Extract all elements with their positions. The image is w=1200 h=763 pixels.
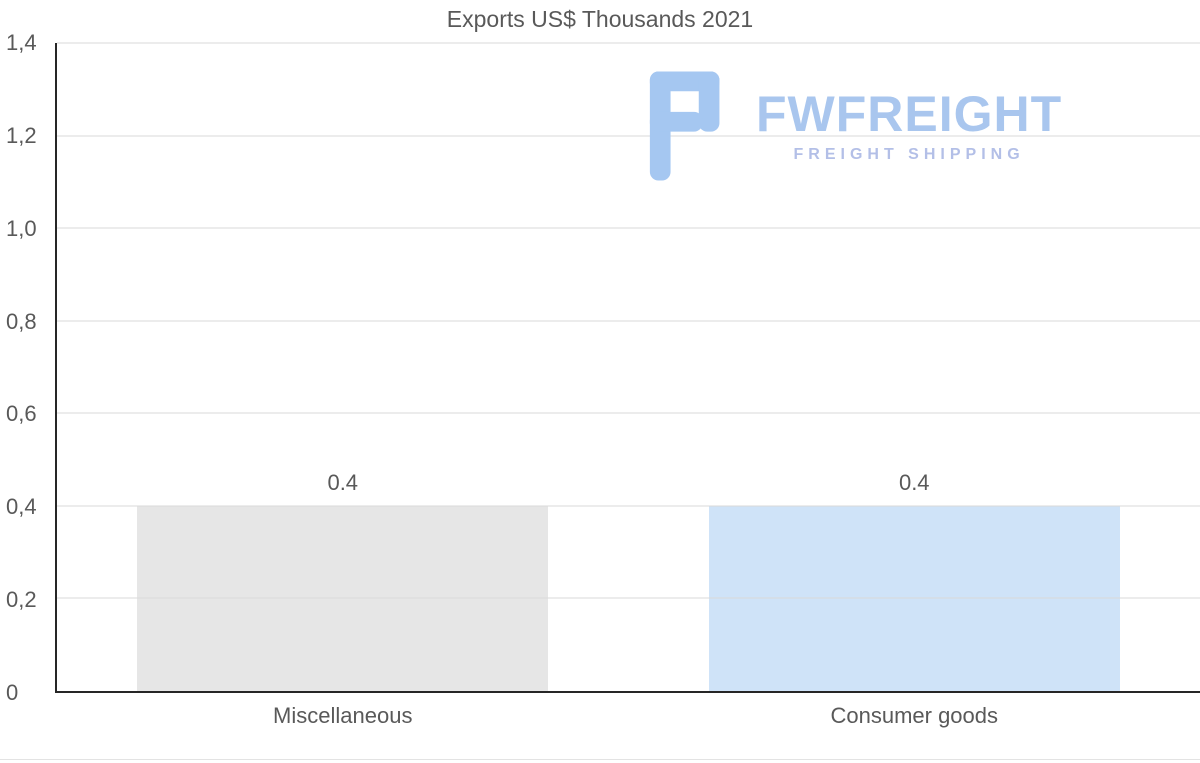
y-tick-label: 1,4 [6, 30, 37, 55]
gridline [57, 505, 1200, 507]
fwfreight-logo-text: FWFREIGHT FREIGHT SHIPPING [756, 89, 1062, 164]
bar-band: 0.4 Miscellaneous [57, 43, 629, 728]
y-tick-label: 0,2 [6, 587, 37, 613]
fwfreight-logo-icon [648, 68, 742, 184]
bar-value-label: 0.4 [327, 469, 359, 495]
bar-value-label: 0.4 [898, 469, 930, 495]
chart-title: Exports US$ Thousands 2021 [446, 6, 754, 32]
gridline [57, 227, 1200, 229]
y-tick-label: 1,0 [6, 215, 37, 241]
gridline [57, 320, 1200, 322]
bottom-edge-line [0, 759, 1200, 760]
y-tick-label: 1,2 [6, 122, 37, 148]
x-category-label: Miscellaneous [273, 703, 413, 728]
gridline [57, 597, 1200, 599]
y-axis: 0 0,2 0,4 0,6 0,8 1,0 1,2 1,4 [0, 32, 55, 704]
brand-name: FWFREIGHT [756, 85, 1063, 142]
y-tick-label: 0 [6, 680, 19, 705]
y-tick-label: 0,4 [6, 494, 37, 520]
gridline [57, 135, 1200, 137]
brand-tagline: FREIGHT SHIPPING [793, 145, 1025, 163]
plot-area: 0.4 Miscellaneous 0.4 Consumer goods [55, 42, 1200, 728]
x-category-label: Consumer goods [830, 703, 999, 728]
y-tick-label: 0,8 [6, 308, 37, 334]
fwfreight-watermark: FWFREIGHT FREIGHT SHIPPING [648, 68, 1062, 184]
gridline [57, 42, 1200, 44]
gridline [57, 412, 1200, 414]
y-tick-label: 0,6 [6, 401, 37, 427]
